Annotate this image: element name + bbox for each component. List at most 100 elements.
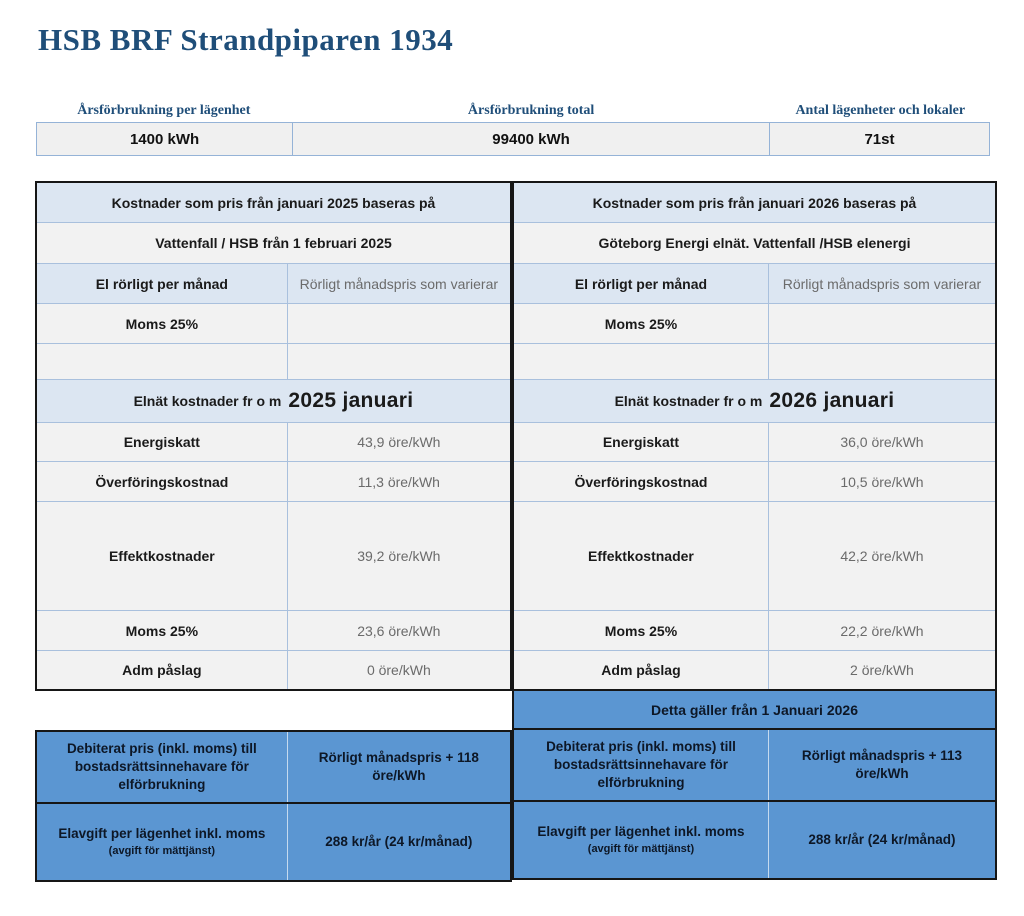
summary-value-row: 1400 kWh 99400 kWh 71st — [36, 122, 990, 156]
table-row: Energiskatt 43,9 öre/kWh — [37, 422, 510, 461]
billed-price-row: Debiterat pris (inkl. moms) till bostads… — [37, 732, 510, 802]
grid-costs-header-period: 2025 januari — [288, 389, 414, 412]
validity-notice-row: Detta gäller från 1 Januari 2026 — [514, 691, 995, 728]
cost-row-label: Energiskatt — [37, 423, 288, 461]
table-row: Moms 25% 22,2 öre/kWh — [514, 610, 995, 650]
table-header: Kostnader som pris från januari 2025 bas… — [111, 194, 436, 211]
table-row: Överföringskostnad 11,3 öre/kWh — [37, 461, 510, 501]
grid-costs-header: Elnät kostnader fr o m 2026 januari — [514, 380, 995, 422]
supplier-text: Göteborg Energi elnät. Vattenfall /HSB e… — [598, 235, 911, 251]
grid-costs-header-row: Elnät kostnader fr o m 2025 januari — [37, 379, 510, 422]
supplier-text: Vattenfall / HSB från 1 februari 2025 — [155, 235, 392, 251]
grid-costs-header-prefix: Elnät kostnader fr o m — [614, 393, 763, 409]
table-header-row: Kostnader som pris från januari 2025 bas… — [37, 183, 510, 222]
table-row: Adm påslag 2 öre/kWh — [514, 650, 995, 689]
cost-row-label: Moms 25% — [37, 611, 288, 650]
left-table-gap — [35, 691, 512, 730]
vat-value-empty — [769, 304, 995, 343]
cost-comparison: Kostnader som pris från januari 2025 bas… — [35, 181, 997, 882]
cost-row-label: Överföringskostnad — [37, 462, 288, 501]
cost-row-value: 10,5 öre/kWh — [840, 473, 924, 490]
table-row: Överföringskostnad 10,5 öre/kWh — [514, 461, 995, 501]
grid-costs-header: Elnät kostnader fr o m 2025 januari — [37, 380, 510, 422]
row-divider — [514, 800, 995, 802]
cost-row-value: 39,2 öre/kWh — [357, 548, 441, 564]
meter-fee-row: Elavgift per lägenhet inkl. moms (avgift… — [514, 802, 995, 878]
table-header: Kostnader som pris från januari 2026 bas… — [592, 194, 917, 211]
summary-value-per-apartment: 1400 kWh — [129, 130, 200, 148]
billed-price-value: Rörligt månadspris + 118 öre/kWh — [318, 749, 479, 783]
page-title: HSB BRF Strandpiparen 1934 — [38, 22, 454, 57]
empty-value — [288, 344, 510, 379]
cost-table-2026-box: Kostnader som pris från januari 2026 bas… — [512, 181, 997, 880]
variable-price-label: El rörligt per månad — [37, 264, 288, 303]
cost-table-2025: Kostnader som pris från januari 2025 bas… — [35, 181, 512, 882]
variable-price-value: Rörligt månadspris som varierar — [782, 275, 982, 292]
grid-costs-header-period: 2026 januari — [769, 389, 895, 412]
summary-label-total: Årsförbrukning total — [467, 103, 595, 118]
row-divider — [37, 802, 510, 804]
variable-price-value: Rörligt månadspris som varierar — [299, 275, 499, 292]
cost-row-label: Effektkostnader — [514, 502, 769, 610]
billed-price-row: Debiterat pris (inkl. moms) till bostads… — [514, 730, 995, 800]
meter-fee-value: 288 kr/år (24 kr/månad) — [325, 833, 473, 849]
validity-notice: Detta gäller från 1 Januari 2026 — [651, 701, 858, 718]
variable-price-row: El rörligt per månad Rörligt månadspris … — [37, 263, 510, 303]
cost-row-label: Energiskatt — [514, 423, 769, 461]
cost-table-2025-lower: Debiterat pris (inkl. moms) till bostads… — [35, 730, 512, 882]
cost-row-value: 23,6 öre/kWh — [357, 622, 441, 639]
empty-label — [37, 344, 288, 379]
summary-table: Årsförbrukning per lägenhet Årsförbrukni… — [36, 100, 990, 156]
row-divider — [514, 728, 995, 730]
cost-row-value: 2 öre/kWh — [850, 662, 914, 678]
variable-price-label: El rörligt per månad — [514, 264, 769, 303]
cost-row-value: 11,3 öre/kWh — [357, 473, 440, 490]
cost-table-2025-upper: Kostnader som pris från januari 2025 bas… — [35, 181, 512, 691]
summary-label-count: Antal lägenheter och lokaler — [795, 103, 966, 118]
cost-table-2026: Kostnader som pris från januari 2026 bas… — [512, 181, 997, 880]
billed-price-value: Rörligt månadspris + 113 öre/kWh — [801, 747, 963, 781]
cost-row-value: 43,9 öre/kWh — [357, 434, 441, 450]
meter-fee-label: Elavgift per lägenhet inkl. moms (avgift… — [514, 802, 769, 878]
meter-fee-label-main: Elavgift per lägenhet inkl. moms — [537, 823, 745, 839]
meter-fee-value: 288 kr/år (24 kr/månad) — [808, 831, 956, 847]
empty-value — [769, 344, 995, 379]
cost-row-label: Effektkostnader — [37, 502, 288, 610]
grid-costs-header-row: Elnät kostnader fr o m 2026 januari — [514, 379, 995, 422]
vat-label: Moms 25% — [514, 304, 769, 343]
row-divider — [514, 689, 995, 691]
meter-fee-label-note: (avgift för mättjänst) — [587, 843, 695, 856]
table-row: Effektkostnader 39,2 öre/kWh — [37, 501, 510, 610]
vat-row: Moms 25% — [37, 303, 510, 343]
variable-price-row: El rörligt per månad Rörligt månadspris … — [514, 263, 995, 303]
meter-fee-label-note: (avgift för mättjänst) — [108, 845, 216, 858]
summary-label-per-apartment: Årsförbrukning per lägenhet — [77, 103, 251, 118]
vat-row: Moms 25% — [514, 303, 995, 343]
empty-row — [514, 343, 995, 379]
table-row: Effektkostnader 42,2 öre/kWh — [514, 501, 995, 610]
cost-row-value: 42,2 öre/kWh — [840, 548, 924, 564]
summary-header-row: Årsförbrukning per lägenhet Årsförbrukni… — [36, 100, 990, 122]
supplier-row: Vattenfall / HSB från 1 februari 2025 — [37, 222, 510, 263]
summary-value-total: 99400 kWh — [292, 123, 771, 155]
table-row: Energiskatt 36,0 öre/kWh — [514, 422, 995, 461]
table-row: Adm påslag 0 öre/kWh — [37, 650, 510, 689]
billed-price-label: Debiterat pris (inkl. moms) till bostads… — [37, 732, 288, 802]
table-row: Moms 25% 23,6 öre/kWh — [37, 610, 510, 650]
cost-row-label: Moms 25% — [514, 611, 769, 650]
billed-price-label: Debiterat pris (inkl. moms) till bostads… — [514, 730, 769, 800]
table-header-row: Kostnader som pris från januari 2026 bas… — [514, 183, 995, 222]
empty-row — [37, 343, 510, 379]
cost-row-label: Adm påslag — [37, 651, 288, 689]
meter-fee-label: Elavgift per lägenhet inkl. moms (avgift… — [37, 804, 288, 880]
cost-row-value: 36,0 öre/kWh — [840, 434, 924, 450]
cost-row-value: 0 öre/kWh — [366, 662, 431, 678]
grid-costs-header-prefix: Elnät kostnader fr o m — [133, 393, 282, 409]
supplier-row: Göteborg Energi elnät. Vattenfall /HSB e… — [514, 222, 995, 263]
vat-value-empty — [288, 304, 510, 343]
summary-value-count: 71st — [864, 130, 895, 148]
cost-row-label: Överföringskostnad — [514, 462, 769, 501]
meter-fee-row: Elavgift per lägenhet inkl. moms (avgift… — [37, 804, 510, 880]
cost-row-value: 22,2 öre/kWh — [840, 622, 924, 639]
